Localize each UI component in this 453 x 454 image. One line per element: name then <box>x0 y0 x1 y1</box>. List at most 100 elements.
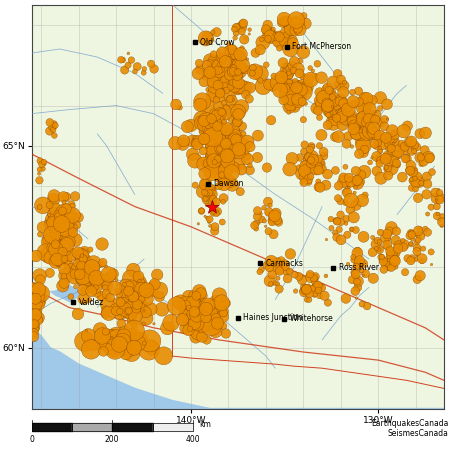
Point <box>376 133 384 140</box>
Point <box>221 75 228 82</box>
Point <box>233 144 240 152</box>
Point <box>217 88 225 95</box>
Point <box>240 54 247 61</box>
Point <box>218 109 225 116</box>
Point <box>45 212 53 219</box>
Point <box>234 130 241 137</box>
Point <box>149 283 156 291</box>
Point <box>286 99 293 106</box>
Point <box>156 293 163 300</box>
Point <box>232 77 239 84</box>
Point <box>364 116 371 123</box>
Point <box>369 97 376 104</box>
Point <box>239 20 246 27</box>
Point <box>425 153 432 161</box>
Point <box>128 306 135 313</box>
Point <box>418 179 425 187</box>
Point <box>372 116 379 123</box>
Point <box>60 243 67 250</box>
Point <box>209 133 217 141</box>
Point <box>287 96 294 104</box>
Point <box>281 17 289 25</box>
Point <box>232 30 240 37</box>
Point <box>230 96 237 104</box>
Point <box>294 89 301 96</box>
Point <box>198 313 205 320</box>
Point <box>215 69 222 77</box>
Point <box>145 283 153 290</box>
Point <box>89 267 96 275</box>
Point <box>422 129 429 137</box>
Point <box>222 105 229 113</box>
Point <box>381 116 388 123</box>
Point <box>304 167 312 174</box>
Point <box>67 293 74 300</box>
Point <box>213 152 221 159</box>
Point <box>203 119 211 127</box>
Point <box>284 20 292 27</box>
Point <box>61 255 68 262</box>
Point <box>113 335 120 342</box>
Point <box>324 171 331 178</box>
Point <box>263 61 270 69</box>
Point <box>352 263 360 270</box>
Point <box>304 161 312 168</box>
Point <box>228 142 236 149</box>
Point <box>286 166 294 173</box>
Point <box>244 138 251 145</box>
Point <box>208 311 216 319</box>
Point <box>140 307 148 315</box>
Point <box>266 264 273 271</box>
Point <box>217 146 224 153</box>
Point <box>400 128 407 135</box>
Point <box>50 126 57 133</box>
Point <box>254 207 261 214</box>
Point <box>32 289 39 296</box>
Point <box>278 76 285 83</box>
Point <box>304 296 311 303</box>
Point <box>44 222 52 229</box>
Point <box>111 346 119 353</box>
Point <box>387 164 395 172</box>
Point <box>234 118 241 125</box>
Point <box>96 326 104 333</box>
Point <box>400 244 407 251</box>
Point <box>385 144 392 151</box>
Point <box>156 286 163 294</box>
Point <box>74 260 81 267</box>
Point <box>386 262 393 270</box>
Point <box>48 231 56 238</box>
Point <box>318 74 325 81</box>
Point <box>234 86 241 93</box>
Point <box>180 137 187 144</box>
Point <box>29 328 36 336</box>
Point <box>173 302 180 310</box>
Point <box>269 215 276 222</box>
Point <box>226 133 234 140</box>
Point <box>33 300 40 307</box>
Point <box>238 52 245 59</box>
Point <box>206 158 213 165</box>
Point <box>347 206 354 213</box>
Text: km: km <box>199 420 211 429</box>
Point <box>202 73 209 80</box>
Point <box>353 294 360 301</box>
Point <box>366 131 373 138</box>
Point <box>202 195 209 202</box>
Point <box>349 89 356 96</box>
Point <box>222 167 229 174</box>
Point <box>218 73 226 80</box>
Point <box>193 310 200 317</box>
Point <box>363 123 371 130</box>
Text: Ross River: Ross River <box>339 263 379 272</box>
Point <box>339 178 347 186</box>
Point <box>351 131 358 138</box>
Point <box>288 84 295 91</box>
Point <box>105 310 112 317</box>
Point <box>285 71 292 79</box>
Point <box>190 326 198 333</box>
Point <box>293 84 300 91</box>
Point <box>57 249 64 256</box>
Point <box>222 160 230 168</box>
Point <box>229 103 236 110</box>
